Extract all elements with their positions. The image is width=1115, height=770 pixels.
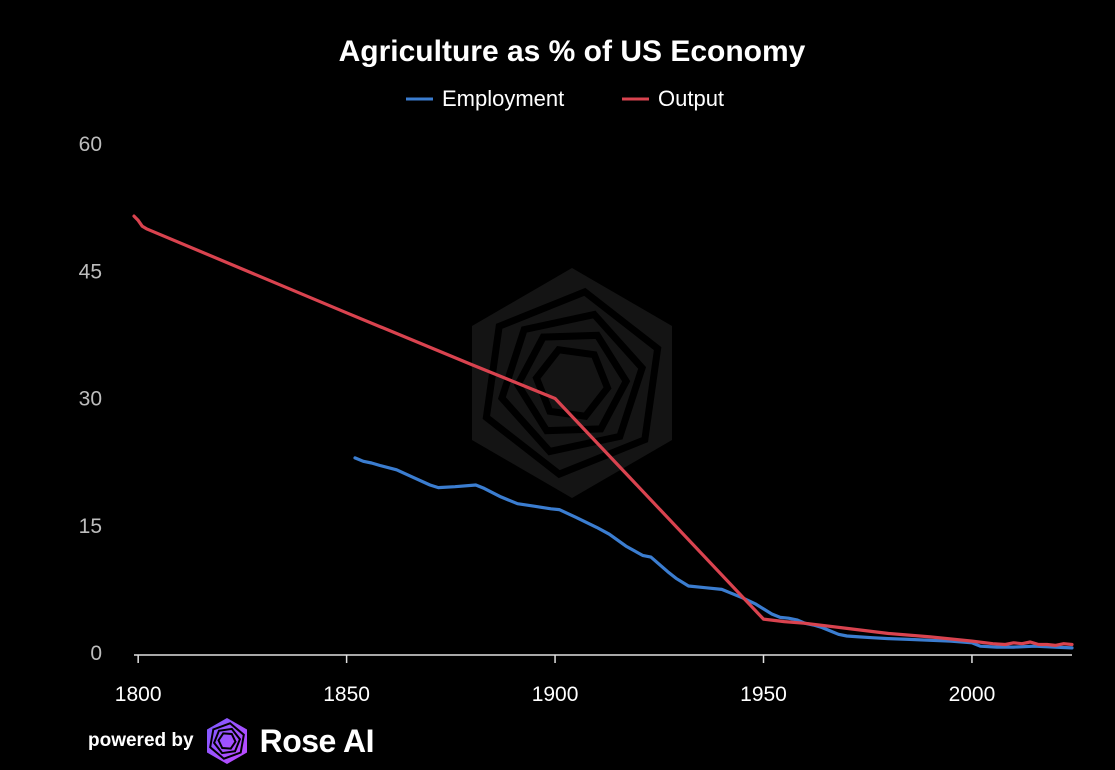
- x-axis: 1800 1850 1900 1950 2000: [115, 654, 1072, 706]
- y-tick-label: 30: [79, 388, 102, 411]
- legend-label: Employment: [442, 86, 564, 111]
- y-axis: 0 15 30 45 60: [79, 133, 102, 665]
- plot-area: [132, 214, 1074, 650]
- y-tick-label: 15: [79, 515, 102, 538]
- y-tick-label: 45: [79, 260, 102, 283]
- y-tick-label: 0: [90, 642, 102, 665]
- x-tick-label: 1800: [115, 683, 162, 706]
- series-line-output: [132, 214, 1074, 647]
- legend-item-output: Output: [622, 86, 724, 111]
- legend-item-employment: Employment: [406, 86, 564, 111]
- rose-ai-logo-icon: [206, 718, 247, 764]
- footer-branding: powered by Rose AI: [88, 714, 375, 768]
- brand-name: Rose AI: [259, 722, 375, 759]
- x-tick-label: 1900: [532, 683, 579, 706]
- legend: Employment Output: [406, 86, 724, 111]
- x-tick-label: 1950: [740, 683, 787, 706]
- y-tick-label: 60: [79, 133, 102, 156]
- watermark-logo-icon: [472, 268, 672, 498]
- chart-title: Agriculture as % of US Economy: [339, 35, 806, 68]
- x-tick-label: 1850: [323, 683, 370, 706]
- x-tick-label: 2000: [949, 683, 996, 706]
- powered-by-label: powered by: [88, 730, 194, 751]
- series-line-employment: [353, 456, 1074, 650]
- legend-label: Output: [658, 86, 724, 111]
